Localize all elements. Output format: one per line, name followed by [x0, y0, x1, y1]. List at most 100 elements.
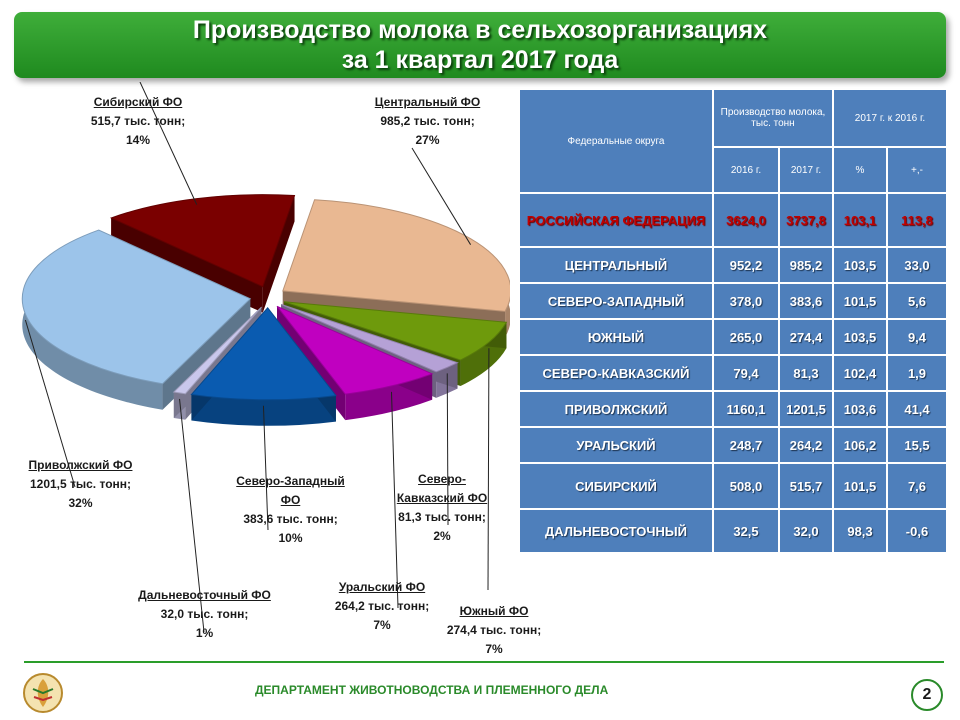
header-production: Производство молока, тыс. тонн — [714, 90, 832, 146]
label-value: 383,6 тыс. тонн; — [243, 512, 338, 526]
row-2016: 32,5 — [714, 510, 778, 552]
row-2016: 378,0 — [714, 284, 778, 318]
row-pct: 103,1 — [834, 194, 886, 246]
row-2017: 81,3 — [780, 356, 832, 390]
header-2016: 2016 г. — [714, 148, 778, 192]
row-pct: 103,5 — [834, 320, 886, 354]
pie-slice — [172, 306, 262, 395]
label-name: Уральский ФО — [338, 580, 426, 594]
header-2017: 2017 г. — [780, 148, 832, 192]
leader-line — [411, 147, 472, 245]
row-name: СЕВЕРО-КАВКАЗСКИЙ — [520, 356, 712, 390]
pie-slice — [282, 199, 510, 312]
label-name: Южный ФО — [459, 604, 529, 618]
label-name: Северо-Западный ФО — [236, 474, 345, 507]
label-severo-kavkazsky: Северо-Кавказский ФО 81,3 тыс. тонн; 2% — [378, 470, 506, 546]
table-row: ДАЛЬНЕВОСТОЧНЫЙ 32,5 32,0 98,3 -0,6 — [520, 510, 946, 552]
label-value: 1201,5 тыс. тонн; — [29, 477, 132, 491]
pie-slice — [190, 307, 337, 401]
row-name: СЕВЕРО-ЗАПАДНЫЙ — [520, 284, 712, 318]
row-diff: 7,6 — [888, 464, 946, 508]
leader-line — [390, 391, 399, 609]
label-sibirsky: Сибирский ФО 515,7 тыс. тонн; 14% — [78, 93, 198, 150]
label-pct: 2% — [433, 529, 451, 543]
row-2017: 264,2 — [780, 428, 832, 462]
pie-slice — [109, 194, 296, 288]
label-name: Дальневосточный ФО — [138, 588, 271, 602]
leader-line — [487, 348, 490, 591]
pie-chart — [21, 82, 510, 633]
table-row: СИБИРСКИЙ 508,0 515,7 101,5 7,6 — [520, 464, 946, 508]
table-row: УРАЛЬСКИЙ 248,7 264,2 106,2 15,5 — [520, 428, 946, 462]
label-pct: 10% — [278, 531, 303, 545]
pie-slice-wall — [262, 195, 295, 313]
label-dalnevostochny: Дальневосточный ФО 32,0 тыс. тонн; 1% — [112, 586, 297, 643]
page-title-line1: Производство молока в сельхозорганизация… — [192, 16, 768, 44]
header-pct: % — [834, 148, 886, 192]
row-2016: 265,0 — [714, 320, 778, 354]
row-diff: 9,4 — [888, 320, 946, 354]
row-pct: 101,5 — [834, 284, 886, 318]
label-name: Северо-Кавказский ФО — [396, 472, 488, 505]
label-centralny: Центральный ФО 985,2 тыс. тонн; 27% — [355, 93, 500, 150]
table-row: ЦЕНТРАЛЬНЫЙ 952,2 985,2 103,5 33,0 — [520, 248, 946, 282]
label-pct: 1% — [195, 626, 214, 640]
label-pct: 14% — [125, 133, 151, 147]
header-change: 2017 г. к 2016 г. — [834, 90, 946, 146]
row-name: ЮЖНЫЙ — [520, 320, 712, 354]
label-value: 515,7 тыс. тонн; — [90, 114, 186, 128]
row-name: ЦЕНТРАЛЬНЫЙ — [520, 248, 712, 282]
label-uralsky: Уральский ФО 264,2 тыс. тонн; 7% — [318, 578, 446, 635]
row-pct: 103,6 — [834, 392, 886, 426]
pie-slice — [284, 301, 508, 361]
label-value: 985,2 тыс. тонн; — [380, 114, 475, 128]
pie-slice — [280, 303, 459, 373]
table-row: ЮЖНЫЙ 265,0 274,4 103,5 9,4 — [520, 320, 946, 354]
header-diff: +,- — [888, 148, 946, 192]
row-diff: 113,8 — [888, 194, 946, 246]
leader-line — [446, 373, 449, 526]
row-diff: 33,0 — [888, 248, 946, 282]
row-name: ПРИВОЛЖСКИЙ — [520, 392, 712, 426]
label-name: Центральный ФО — [374, 95, 481, 109]
label-value: 274,4 тыс. тонн; — [446, 623, 542, 637]
pie-slice — [276, 305, 434, 395]
row-2017: 1201,5 — [780, 392, 832, 426]
row-pct: 103,5 — [834, 248, 886, 282]
label-value: 264,2 тыс. тонн; — [334, 599, 430, 613]
label-value: 81,3 тыс. тонн; — [398, 510, 486, 524]
ministry-logo-icon — [23, 673, 63, 713]
leader-line — [262, 405, 269, 531]
header-district: Федеральные округа — [520, 90, 712, 192]
row-2017: 515,7 — [780, 464, 832, 508]
row-2017: 985,2 — [780, 248, 832, 282]
label-name: Приволжский ФО — [28, 458, 133, 472]
row-2016: 952,2 — [714, 248, 778, 282]
table-row: СЕВЕРО-КАВКАЗСКИЙ 79,4 81,3 102,4 1,9 — [520, 356, 946, 390]
row-pct: 98,3 — [834, 510, 886, 552]
row-2016: 3624,0 — [714, 194, 778, 246]
row-name: РОССИЙСКАЯ ФЕДЕРАЦИЯ — [520, 194, 712, 246]
row-pct: 102,4 — [834, 356, 886, 390]
leader-line — [179, 398, 205, 633]
leader-line — [24, 319, 76, 488]
table-row: СЕВЕРО-ЗАПАДНЫЙ 378,0 383,6 101,5 5,6 — [520, 284, 946, 318]
row-diff: 41,4 — [888, 392, 946, 426]
row-2017: 3737,8 — [780, 194, 832, 246]
row-diff: 1,9 — [888, 356, 946, 390]
pie-slice — [21, 229, 252, 385]
row-2017: 274,4 — [780, 320, 832, 354]
label-privolzhsky: Приволжский ФО 1201,5 тыс. тонн; 32% — [8, 456, 153, 513]
row-diff: 5,6 — [888, 284, 946, 318]
row-2016: 1160,1 — [714, 392, 778, 426]
row-name: ДАЛЬНЕВОСТОЧНЫЙ — [520, 510, 712, 552]
row-2017: 32,0 — [780, 510, 832, 552]
label-pct: 27% — [415, 133, 440, 147]
row-pct: 101,5 — [834, 464, 886, 508]
leader-line — [139, 82, 198, 205]
footer-divider — [24, 661, 944, 663]
row-diff: 15,5 — [888, 428, 946, 462]
page-number: 2 — [911, 679, 943, 711]
row-pct: 106,2 — [834, 428, 886, 462]
row-2016: 508,0 — [714, 464, 778, 508]
